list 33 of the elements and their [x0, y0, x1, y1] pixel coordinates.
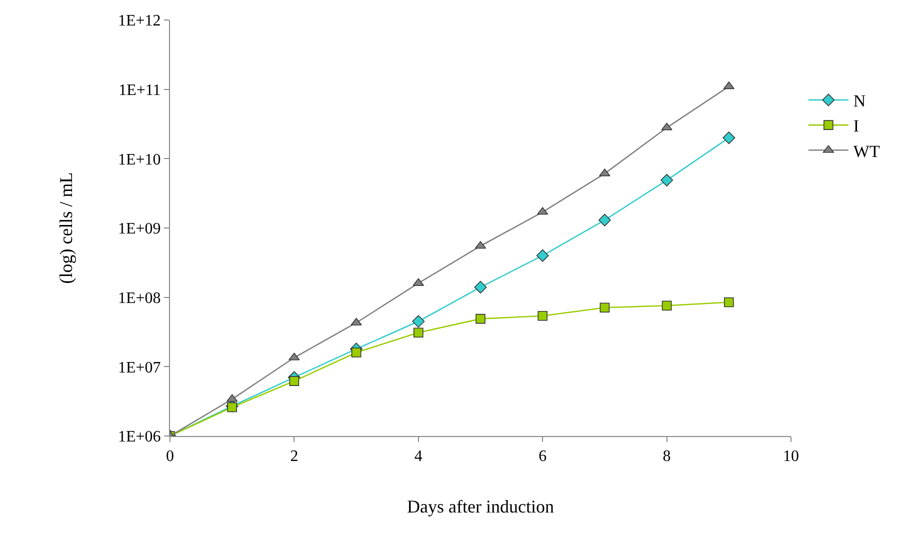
legend-label: I [853, 116, 860, 136]
y-tick-label: 1E+07 [118, 359, 161, 376]
x-tick-label: 2 [290, 448, 298, 466]
y-tick-label: 1E+08 [118, 290, 161, 307]
x-tick-label: 4 [414, 448, 422, 466]
point [412, 315, 425, 328]
legend-label: WT [853, 142, 880, 161]
point [474, 280, 487, 294]
legend-label: N [853, 92, 866, 111]
point [662, 300, 672, 310]
point [227, 402, 237, 412]
point [598, 214, 611, 226]
y-tick-label: 1E+09 [118, 220, 161, 238]
point [289, 376, 300, 386]
point [414, 328, 424, 338]
y-tick-label: 1E+12 [118, 12, 161, 30]
x-tick-label: 8 [662, 448, 671, 466]
y-tick-label: 1E+11 [118, 82, 161, 99]
point [724, 297, 734, 308]
point [536, 249, 549, 262]
y-tick-label: 1E+10 [118, 151, 161, 168]
point [600, 302, 610, 313]
y-tick-label: 1E+06 [118, 428, 161, 446]
point [722, 132, 736, 144]
y-axis-title: (log) cells / mL [56, 172, 76, 284]
x-tick-label: 10 [783, 448, 799, 466]
x-tick-label: 0 [166, 448, 174, 466]
x-tick-label: 6 [538, 448, 547, 466]
x-axis-title: Days after induction [407, 496, 554, 516]
point [538, 310, 548, 321]
point [660, 174, 674, 186]
point [476, 314, 486, 324]
point [351, 348, 362, 358]
